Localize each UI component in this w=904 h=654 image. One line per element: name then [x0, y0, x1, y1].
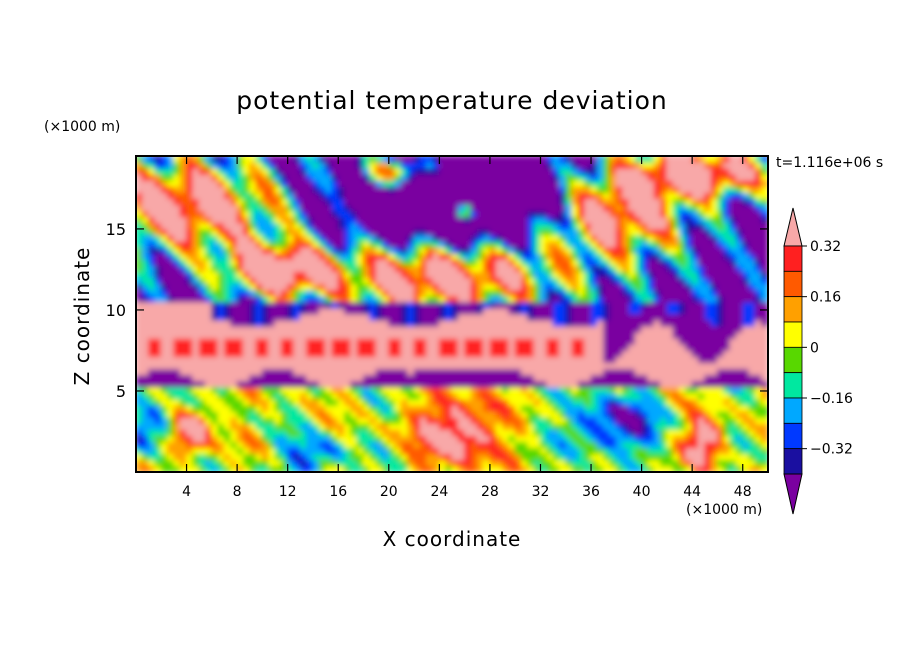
- colorbar-band: [783, 321, 803, 348]
- colorbar-tick-label: −0.16: [810, 391, 853, 407]
- plot-frame: [135, 155, 769, 473]
- y-tick-label: 10: [106, 301, 126, 320]
- colorbar-band: [783, 422, 803, 450]
- y-axis-ticks: 5 10 15: [106, 220, 768, 401]
- x-tick-label: 12: [279, 484, 297, 500]
- colorbar-tick-label: 0: [810, 340, 819, 356]
- x-tick-label: 32: [532, 484, 550, 500]
- colorbar-tick-label: 0.32: [810, 239, 841, 255]
- x-tick-label: 8: [233, 484, 242, 500]
- x-tick-label: 4: [182, 484, 191, 500]
- x-tick-label: 48: [734, 484, 752, 500]
- colorbar-tick-label: −0.32: [810, 442, 853, 458]
- colorbar-band: [783, 372, 803, 399]
- x-axis-label: X coordinate: [382, 527, 522, 551]
- y-axis-label: Z coordinate: [70, 246, 94, 386]
- chart-title: potential temperature deviation: [236, 86, 668, 115]
- x-tick-label: 36: [582, 484, 600, 500]
- x-tick-label: 40: [633, 484, 651, 500]
- x-tick-label: 20: [380, 484, 398, 500]
- colorbar-extend-high: [783, 207, 803, 247]
- colorbar-band: [783, 448, 803, 475]
- x-tick-label: 28: [481, 484, 499, 500]
- x-tick-label: 16: [329, 484, 347, 500]
- colorbar-band: [783, 245, 803, 272]
- colorbar-band: [783, 346, 803, 374]
- time-label: t=1.116e+06 s: [776, 155, 884, 171]
- colorbar-extend-low: [783, 473, 803, 515]
- colorbar-tick-label: 0.16: [810, 290, 841, 306]
- x-tick-label: 24: [430, 484, 448, 500]
- x-tick-label: 44: [683, 484, 701, 500]
- x-axis-unit: (×1000 m): [686, 502, 763, 518]
- colorbar: 0.32 0.16 0 −0.16 −0.32: [783, 207, 853, 515]
- y-tick-label: 5: [116, 382, 126, 401]
- colorbar-band: [783, 397, 803, 424]
- x-axis-ticks: 4 8 12 16 20 24 28 32 36 40 44 48: [182, 156, 752, 500]
- colorbar-band: [783, 296, 803, 323]
- heatmap-field: [136, 156, 768, 472]
- y-tick-label: 15: [106, 220, 126, 239]
- y-axis-unit: (×1000 m): [44, 119, 121, 135]
- colorbar-band: [783, 270, 803, 298]
